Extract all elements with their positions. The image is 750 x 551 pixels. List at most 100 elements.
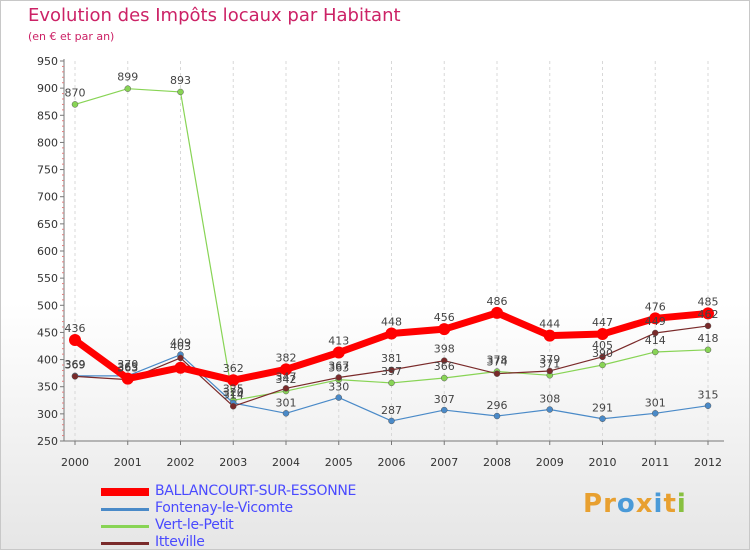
- data-point: [652, 348, 659, 356]
- y-tick-label: 300: [37, 408, 58, 421]
- legend-swatch: [101, 525, 149, 528]
- data-point: [702, 307, 714, 320]
- data-label: 367: [328, 359, 349, 372]
- y-tick-label: 900: [37, 82, 58, 95]
- legend-label: Vert-le-Petit: [155, 517, 234, 533]
- data-point: [121, 372, 134, 385]
- x-tick-label: 2003: [219, 456, 247, 469]
- data-label: 315: [698, 389, 719, 402]
- data-label: 409: [170, 337, 191, 350]
- x-tick-label: 2004: [272, 456, 300, 469]
- y-tick-label: 450: [37, 326, 58, 339]
- x-tick-label: 2010: [589, 456, 617, 469]
- data-label: 398: [434, 343, 455, 356]
- y-tick-label: 950: [37, 55, 58, 68]
- data-label: 308: [539, 393, 560, 406]
- data-label: 369: [65, 358, 86, 371]
- data-point: [546, 406, 553, 413]
- x-tick-label: 2011: [641, 456, 669, 469]
- x-tick-label: 2009: [536, 456, 564, 469]
- data-label: 447: [592, 316, 613, 329]
- y-tick-label: 350: [37, 381, 58, 394]
- data-label: 291: [592, 402, 613, 415]
- data-point: [385, 327, 398, 340]
- data-point: [441, 406, 448, 414]
- data-point: [704, 346, 712, 354]
- proxiti-logo: Proxiti: [583, 489, 687, 519]
- legend-item: Vert-le-Petit: [101, 517, 461, 534]
- data-label: 413: [328, 335, 349, 348]
- data-label: 486: [487, 295, 508, 308]
- y-tick-label: 800: [37, 136, 58, 149]
- data-label: 370: [117, 358, 138, 371]
- data-point: [493, 412, 501, 420]
- x-tick-label: 2006: [378, 456, 406, 469]
- data-point: [704, 322, 712, 330]
- data-label: 363: [328, 362, 349, 375]
- legend-swatch: [101, 542, 149, 545]
- legend-swatch: [101, 488, 149, 496]
- x-tick-label: 2000: [61, 456, 89, 469]
- data-label: 476: [645, 300, 666, 313]
- x-tick-label: 2007: [430, 456, 458, 469]
- data-point: [335, 374, 342, 381]
- data-point: [71, 373, 79, 380]
- data-point: [649, 312, 662, 325]
- logo-letter: i: [676, 489, 687, 519]
- data-label: 485: [698, 295, 719, 308]
- chart-subtitle: (en € et par an): [28, 30, 115, 43]
- data-label: 365: [117, 361, 138, 374]
- data-label: 320: [223, 386, 244, 399]
- legend-label: Itteville: [155, 534, 205, 550]
- data-point: [388, 417, 395, 425]
- logo-letter: x: [635, 489, 654, 519]
- data-label: 436: [65, 322, 86, 335]
- logo-letter: o: [616, 489, 636, 519]
- data-label: 418: [698, 332, 719, 345]
- data-label: 347: [276, 370, 297, 383]
- data-label: 307: [434, 393, 455, 406]
- data-label: 893: [170, 74, 191, 87]
- data-label: 330: [328, 381, 349, 394]
- data-point: [596, 328, 609, 341]
- data-point: [599, 353, 606, 361]
- series: [69, 85, 714, 425]
- y-tick-label: 250: [37, 435, 58, 448]
- data-label: 462: [698, 308, 719, 321]
- data-point: [599, 361, 606, 369]
- data-point: [441, 374, 448, 382]
- data-label: 449: [645, 315, 666, 328]
- data-label: 362: [223, 362, 244, 375]
- data-label: 314: [223, 388, 244, 401]
- data-point: [652, 329, 659, 337]
- data-label: 899: [117, 71, 138, 84]
- data-label: 296: [487, 399, 508, 412]
- y-tick-label: 850: [37, 109, 58, 122]
- legend-swatch: [101, 508, 149, 511]
- data-point: [599, 415, 606, 422]
- logo-letter: r: [603, 489, 617, 519]
- data-point: [704, 402, 712, 409]
- data-label: 444: [539, 318, 560, 331]
- legend-item: BALLANCOURT-SUR-ESSONNE: [101, 483, 461, 500]
- data-point: [491, 306, 503, 319]
- legend-label: BALLANCOURT-SUR-ESSONNE: [155, 483, 357, 499]
- data-label: 369: [65, 358, 86, 371]
- data-point: [388, 366, 395, 374]
- logo-letter: t: [663, 489, 677, 519]
- x-tick-label: 2008: [483, 456, 511, 469]
- x-tick-label: 2002: [167, 456, 195, 469]
- data-label: 325: [223, 382, 244, 395]
- data-label: 405: [592, 339, 613, 352]
- x-tick-label: 2012: [694, 456, 722, 469]
- data-label: 371: [539, 357, 560, 370]
- logo-letter: i: [653, 489, 664, 519]
- legend-label: Fontenay-le-Vicomte: [155, 500, 293, 516]
- data-label: 301: [645, 396, 666, 409]
- data-point: [388, 379, 395, 387]
- data-label: 301: [276, 396, 297, 409]
- data-point: [282, 385, 290, 392]
- data-point: [69, 334, 81, 347]
